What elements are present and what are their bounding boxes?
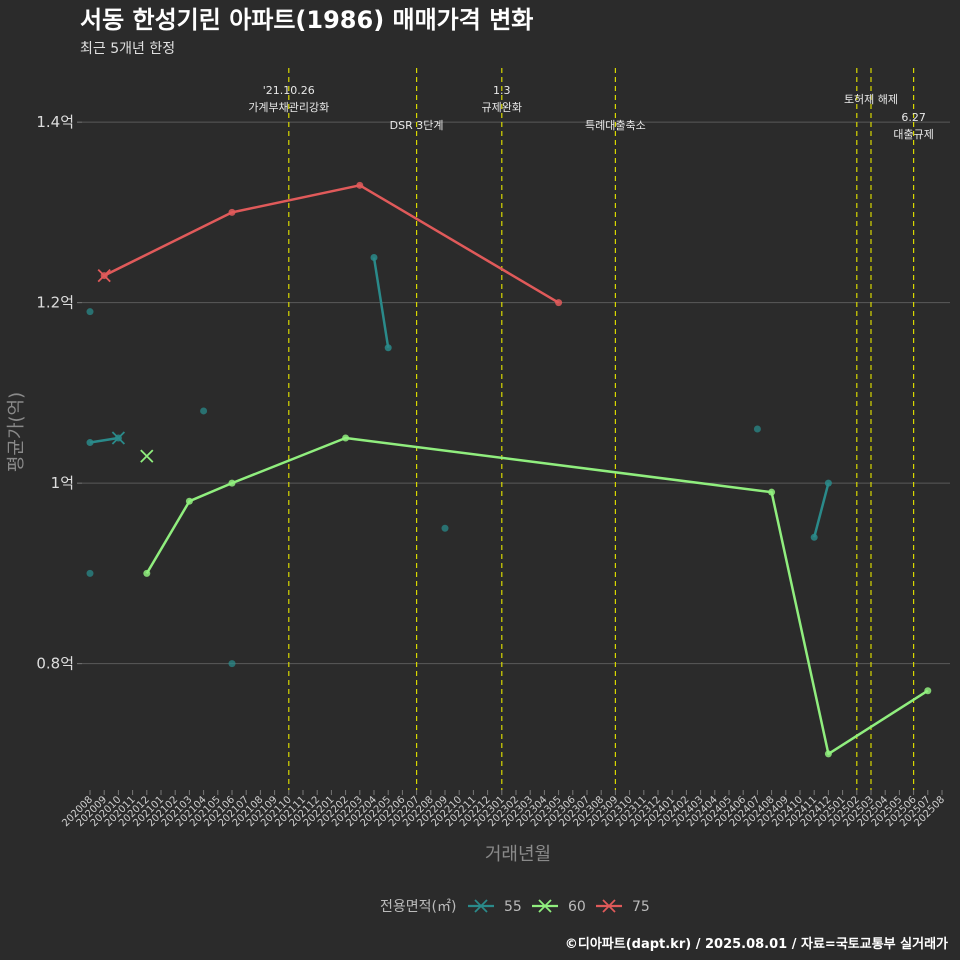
- data-point-55: [753, 425, 761, 433]
- y-axis-ticks: 0.8억 1억 1.2억 1.4억: [36, 113, 74, 673]
- series-line-55: [89, 436, 119, 444]
- y-axis-label: 평균가(억): [6, 392, 27, 472]
- legend-title: 전용면적(㎡): [380, 899, 456, 915]
- series-line-55: [812, 482, 830, 538]
- data-point-75: [555, 299, 563, 307]
- data-point-55: [384, 344, 392, 352]
- legend-key-cross: [538, 899, 552, 913]
- y-tick-label: 1.2억: [36, 294, 74, 312]
- data-point-55: [824, 479, 832, 487]
- event-label: 1.3: [493, 84, 511, 97]
- cross-marker-60: [140, 449, 154, 463]
- legend-label: 55: [504, 899, 522, 915]
- data-point-60: [768, 488, 776, 496]
- legend: 전용면적(㎡) 55 60 75: [380, 899, 650, 915]
- event-label: '21.10.26: [263, 84, 315, 97]
- data-point-55: [810, 533, 818, 541]
- legend-label: 75: [632, 899, 650, 915]
- event-label: 토허제 해제: [844, 92, 898, 106]
- legend-key-cross: [602, 899, 616, 913]
- series-75: [97, 181, 563, 307]
- data-point-55: [441, 524, 449, 532]
- legend-key-cross: [474, 899, 488, 913]
- series-line-60: [145, 436, 929, 756]
- data-point-75: [356, 181, 364, 189]
- data-point-60: [185, 497, 193, 505]
- legend-label: 60: [568, 899, 586, 915]
- event-label: 규제완화: [482, 101, 522, 114]
- data-point-60: [143, 569, 151, 577]
- y-tick-label: 0.8억: [36, 655, 74, 673]
- event-label: DSR 3단계: [390, 119, 444, 132]
- grid-lines: [77, 121, 950, 665]
- event-label: 특례대출축소: [585, 119, 646, 132]
- y-tick-label: 1.4억: [36, 113, 74, 131]
- data-point-55: [200, 407, 208, 415]
- data-point-55: [86, 439, 94, 447]
- data-point-60: [228, 479, 236, 487]
- event-label: 가계부채관리강화: [248, 101, 329, 114]
- data-point-75: [228, 208, 236, 216]
- y-tick-label: 1억: [51, 474, 74, 492]
- event-label: 6.27: [901, 111, 926, 124]
- data-point-55: [86, 308, 94, 316]
- series-line-75: [103, 184, 560, 304]
- cross-marker-55: [111, 431, 126, 445]
- data-point-55: [228, 660, 236, 668]
- data-point-55: [86, 569, 94, 577]
- data-point-60: [824, 750, 832, 758]
- cross-marker-75: [97, 268, 111, 283]
- chart-title: 서동 한성기린 아파트(1986) 매매가격 변화: [80, 6, 533, 34]
- chart-subtitle: 최근 5개년 한정: [80, 41, 175, 57]
- source-caption: ©디아파트(dapt.kr) / 2025.08.01 / 자료=국토교통부 실…: [565, 936, 948, 952]
- data-point-60: [342, 434, 350, 442]
- event-label: 대출규제: [893, 128, 933, 141]
- x-axis-ticks: 2020082020092020102020112020122021012021…: [60, 790, 947, 829]
- series-55: [86, 254, 832, 668]
- data-point-55: [370, 254, 378, 262]
- series-line-55: [372, 257, 390, 348]
- series-marks: [86, 181, 932, 758]
- series-60: [140, 434, 932, 758]
- x-axis-label: 거래년월: [485, 844, 551, 865]
- data-point-60: [924, 687, 932, 695]
